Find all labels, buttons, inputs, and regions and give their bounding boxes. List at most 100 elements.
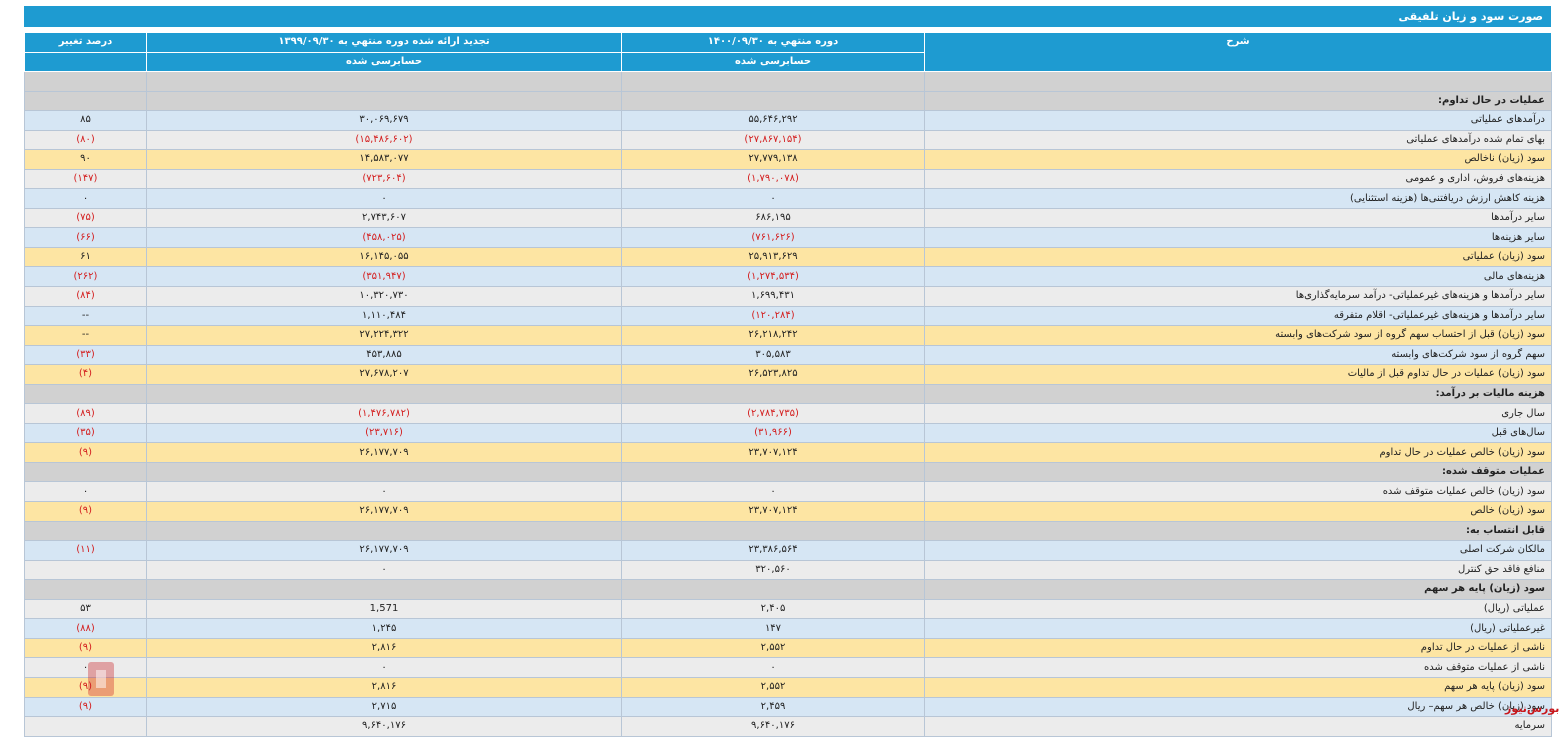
table-row: -- ۱,۱۱۰,۴۸۴ (۱۲۰,۲۸۴) سایر درآمدها و هزینه… — [24, 305, 1552, 327]
table-row: ۹,۶۴۰,۱۷۶ ۹,۶۴۰,۱۷۶ سرمایه — [24, 716, 1552, 737]
cell-current-period: ۰ — [621, 481, 925, 503]
cell-prev-period — [146, 520, 622, 542]
header-row: درصد تغییر تجدید ارائه شده دوره منتهي به… — [24, 32, 1552, 72]
statement-title: صورت سود و زیان تلفیقی — [24, 6, 1551, 27]
cell-current-period: (۲۷,۸۶۷,۱۵۴) — [621, 129, 925, 151]
cell-description: سود (زیان) خالص عملیات در حال تداوم — [924, 442, 1552, 463]
cell-change: (۹) — [24, 696, 147, 718]
cell-current-period: ۲۷,۷۷۹,۱۳۸ — [621, 149, 925, 170]
cell-change: (۷۵) — [24, 207, 147, 229]
cell-current-period: ۰ — [621, 657, 925, 678]
cell-change: -- — [24, 305, 147, 327]
cell-prev-period: ۱۶,۱۴۵,۰۵۵ — [146, 246, 622, 268]
cell-current-period: ۹,۶۴۰,۱۷۶ — [621, 716, 925, 737]
cell-prev-period: (۴۵۸,۰۲۵) — [146, 227, 622, 248]
cell-current-period: ۲۳,۳۸۶,۵۶۴ — [621, 540, 925, 561]
section-row: عملیات متوقف شده: — [24, 461, 1552, 483]
table-row: (۶۶) (۴۵۸,۰۲۵) (۷۶۱,۶۲۶) سایر هزینه‌ها — [24, 227, 1552, 248]
table-row: (۸۴) ۱۰,۳۲۰,۷۳۰ ۱,۶۹۹,۴۳۱ سایر درآمدها و هز… — [24, 286, 1552, 307]
cell-description: عملیات در حال تداوم: — [924, 90, 1552, 112]
cell-current-period — [621, 520, 925, 542]
table-row: (۳۵) (۲۳,۷۱۶) (۳۱,۹۶۶) سال‌های قبل — [24, 422, 1552, 444]
cell-current-period: ۲,۵۵۲ — [621, 637, 925, 659]
cell-change — [24, 520, 147, 542]
cell-description: بهای تمام شده درآمدهای عملیاتی — [924, 129, 1552, 151]
cell-change: (۸۴) — [24, 286, 147, 307]
section-row: هزینه مالیات بر درآمد: — [24, 383, 1552, 405]
cell-current-period: (۱,۲۷۴,۵۳۴) — [621, 266, 925, 288]
cell-current-period — [621, 71, 925, 92]
cell-description: درآمدهای عملیاتی — [924, 110, 1552, 131]
cell-description: سال‌های قبل — [924, 422, 1552, 444]
watermark-logo — [88, 662, 114, 696]
header-change: درصد تغییر — [24, 32, 147, 53]
cell-current-period: ۲۳,۷۰۷,۱۲۴ — [621, 442, 925, 463]
cell-current-period: ۱۴۷ — [621, 618, 925, 639]
cell-description: سود (زیان) عملیاتی — [924, 246, 1552, 268]
cell-prev-period: ۲۶,۱۷۷,۷۰۹ — [146, 501, 622, 522]
cell-prev-period — [146, 383, 622, 405]
cell-prev-period: 1,571 — [146, 598, 622, 620]
cell-prev-period: ۲,۸۱۶ — [146, 676, 622, 698]
table-row: ۵۳ 1,571 ۲,۴۰۵ عملیاتی (ریال) — [24, 598, 1552, 620]
cell-prev-period: (۷۲۳,۶۰۴) — [146, 168, 622, 190]
cell-change: ۸۵ — [24, 110, 147, 131]
cell-description: هزینه مالیات بر درآمد: — [924, 383, 1552, 405]
cell-description: سرمایه — [924, 716, 1552, 737]
cell-prev-period: ۲,۸۱۶ — [146, 637, 622, 659]
header-audit-prev: حسابرسی شده — [146, 51, 622, 72]
cell-prev-period: ۱۰,۳۲۰,۷۳۰ — [146, 286, 622, 307]
cell-current-period — [621, 383, 925, 405]
cell-change — [24, 71, 147, 92]
cell-current-period: (۷۶۱,۶۲۶) — [621, 227, 925, 248]
cell-current-period: (۱۲۰,۲۸۴) — [621, 305, 925, 327]
cell-current-period: ۳۲۰,۵۶۰ — [621, 559, 925, 581]
cell-change: (۳۵) — [24, 422, 147, 444]
table-row: (۸۸) ۱,۲۴۵ ۱۴۷ غیرعملیاتی (ریال) — [24, 618, 1552, 639]
cell-description: سود (زیان) خالص — [924, 501, 1552, 522]
cell-prev-period: ۱,۲۴۵ — [146, 618, 622, 639]
cell-change — [24, 90, 147, 112]
cell-prev-period: ۲۶,۱۷۷,۷۰۹ — [146, 442, 622, 463]
cell-current-period: ۲۶,۲۱۸,۲۴۲ — [621, 325, 925, 346]
cell-description: عملیات متوقف شده: — [924, 461, 1552, 483]
section-row — [24, 71, 1552, 92]
cell-change — [24, 383, 147, 405]
cell-prev-period: (۱۵,۴۸۶,۶۰۲) — [146, 129, 622, 151]
header-audit-current: حسابرسی شده — [621, 51, 925, 72]
table-row: ۰ ۰ ۰ هزینه کاهش ارزش دریافتنی‌ها (هزینه اس… — [24, 188, 1552, 209]
cell-prev-period: ۹,۶۴۰,۱۷۶ — [146, 716, 622, 737]
cell-change — [24, 716, 147, 737]
cell-description: سود (زیان) پایه هر سهم — [924, 676, 1552, 698]
cell-current-period: (۱,۷۹۰,۰۷۸) — [621, 168, 925, 190]
cell-change: (۹) — [24, 676, 147, 698]
section-row: قابل انتساب به: — [24, 520, 1552, 542]
table-row: (۹) ۲,۸۱۶ ۲,۵۵۲ سود (زیان) پایه هر سهم — [24, 676, 1552, 698]
table-row: ۰ ۳۲۰,۵۶۰ منافع فاقد حق کنترل — [24, 559, 1552, 581]
cell-prev-period: ۱,۱۱۰,۴۸۴ — [146, 305, 622, 327]
table-row: -- ۲۷,۲۲۴,۳۲۲ ۲۶,۲۱۸,۲۴۲ سود (زیان) قبل از … — [24, 325, 1552, 346]
table-row: ۰ ۰ ۰ ناشی از عملیات متوقف شده — [24, 657, 1552, 678]
table-row: (۳۳) ۴۵۳,۸۸۵ ۳۰۵,۵۸۳ سهم گروه از سود شرکت‌ه… — [24, 344, 1552, 366]
statement-body: عملیات در حال تداوم: ۸۵ ۳۰,۰۶۹,۶۷۹ ۵۵,۶۴۶,۲… — [24, 71, 1552, 737]
cell-current-period: ۰ — [621, 188, 925, 209]
cell-description: منافع فاقد حق کنترل — [924, 559, 1552, 581]
cell-prev-period: ۰ — [146, 481, 622, 503]
cell-change — [24, 461, 147, 483]
cell-current-period: ۶۸۶,۱۹۵ — [621, 207, 925, 229]
cell-description: سایر درآمدها — [924, 207, 1552, 229]
header-period-current: دوره منتهي به ۱۴۰۰/۰۹/۳۰ — [621, 32, 925, 53]
cell-current-period: ۵۵,۶۴۶,۲۹۲ — [621, 110, 925, 131]
cell-change: (۸۰) — [24, 129, 147, 151]
table-row: (۹) ۲,۸۱۶ ۲,۵۵۲ ناشی از عملیات در حال تداوم — [24, 637, 1552, 659]
cell-change: (۶۶) — [24, 227, 147, 248]
section-row: سود (زیان) پایه هر سهم — [24, 579, 1552, 600]
cell-description: مالکان شرکت اصلی — [924, 540, 1552, 561]
cell-prev-period: ۰ — [146, 559, 622, 581]
cell-prev-period: (۲۳,۷۱۶) — [146, 422, 622, 444]
cell-description: سود (زیان) پایه هر سهم — [924, 579, 1552, 600]
table-row: (۴) ۲۷,۶۷۸,۲۰۷ ۲۶,۵۲۳,۸۲۵ سود (زیان) عملیات… — [24, 364, 1552, 385]
cell-description: سود (زیان) خالص هر سهم– ریال — [924, 696, 1552, 718]
cell-current-period — [621, 579, 925, 600]
cell-prev-period: ۲,۷۴۳,۶۰۷ — [146, 207, 622, 229]
